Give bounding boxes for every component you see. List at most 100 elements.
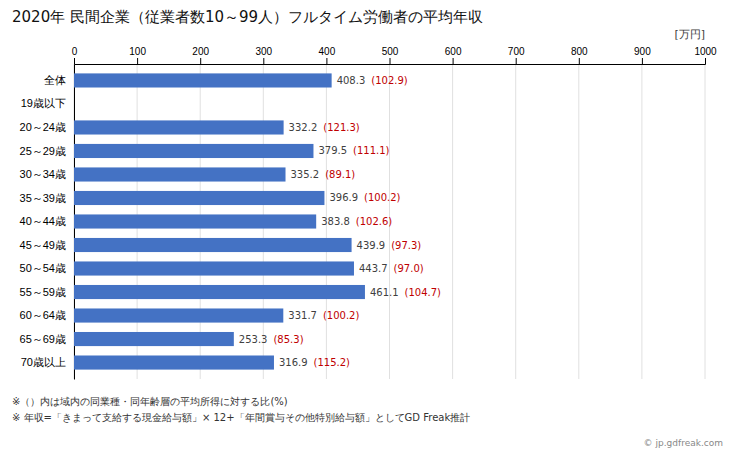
y-tick: 全体: [44, 74, 74, 86]
x-tick-label: 700: [508, 46, 525, 57]
x-tick-mark: [200, 58, 201, 64]
ratio-label: (97.3): [391, 240, 421, 251]
x-tick-mark: [642, 58, 643, 64]
x-tick: 1000: [694, 46, 717, 64]
y-tick: 20～24歳: [20, 121, 74, 133]
ratio-label: (97.0): [394, 263, 424, 274]
ratio-label: (115.2): [314, 357, 351, 368]
value-label: 383.8: [321, 216, 350, 227]
x-tick-label: 200: [192, 46, 209, 57]
x-axis: 0 100 200 300 400 500 600 700 800 900 1000: [72, 46, 717, 65]
value-label: 439.9: [357, 240, 386, 251]
y-tick-label: 45～49歳: [20, 239, 66, 251]
data-labels: 408.3 (102.9) 332.2 (121.3) 379.5 (111.1) 335.…: [239, 75, 441, 368]
bar: [74, 167, 286, 181]
bar: [74, 120, 284, 134]
value-label: 379.5: [318, 145, 347, 156]
y-tick: 25～29歳: [20, 144, 74, 156]
x-tick-label: 900: [634, 46, 651, 57]
grid: [74, 64, 705, 379]
ratio-label: (102.9): [371, 75, 408, 86]
y-tick-label: 55～59歳: [20, 286, 66, 298]
y-tick: 45～49歳: [20, 239, 74, 251]
x-tick-label: 0: [72, 46, 78, 57]
ratio-label: (100.2): [364, 192, 401, 203]
note: ※（）内は域内の同業種・同年齢層の平均所得に対する比(%): [12, 396, 288, 407]
grid-line: [705, 64, 706, 379]
bars: [74, 73, 365, 369]
x-tick: 100: [129, 46, 146, 64]
grid-line: [452, 64, 453, 379]
y-tick-label: 40～44歳: [20, 215, 66, 227]
x-tick: 700: [508, 46, 525, 64]
bar: [74, 191, 324, 205]
x-tick: 800: [571, 46, 588, 64]
bar: [74, 332, 234, 346]
x-tick: 200: [192, 46, 209, 64]
y-tick-label: 35～39歳: [20, 192, 66, 204]
y-tick-label: 20～24歳: [20, 121, 66, 133]
ratio-label: (85.3): [273, 334, 303, 345]
y-tick: 70歳以上: [21, 356, 74, 368]
value-label: 461.1: [370, 287, 399, 298]
ratio-label: (100.2): [323, 310, 360, 321]
chart: 0 100 200 300 400 500 600 700 800 900 1000 全体 19歳以下 2…: [0, 0, 729, 451]
x-tick-label: 1000: [694, 46, 717, 57]
x-tick-mark: [326, 58, 327, 64]
y-tick-label: 全体: [44, 74, 66, 86]
note: ※ 年収=「きまって支給する現金給与額」× 12+「年間賞与その他特別給与額」と…: [12, 412, 470, 423]
bar: [74, 261, 354, 275]
x-tick: 0: [72, 46, 78, 64]
ratio-label: (102.6): [356, 216, 393, 227]
value-label: 396.9: [329, 192, 358, 203]
y-tick: 65～69歳: [20, 333, 74, 345]
value-label: 408.3: [337, 75, 366, 86]
y-tick-label: 70歳以上: [21, 356, 66, 368]
bar: [74, 285, 365, 299]
x-tick-label: 600: [445, 46, 462, 57]
value-label: 253.3: [239, 334, 268, 345]
ratio-label: (111.1): [353, 145, 390, 156]
ratio-label: (104.7): [405, 287, 442, 298]
x-tick-mark: [137, 58, 138, 64]
x-tick-mark: [705, 58, 706, 64]
y-tick: 30～34歳: [20, 168, 74, 180]
ratio-label: (89.1): [325, 169, 355, 180]
x-axis-title: [万円]: [674, 28, 705, 41]
y-tick-label: 19歳以下: [21, 97, 66, 109]
value-label: 443.7: [359, 263, 388, 274]
value-label: 316.9: [279, 357, 308, 368]
bar: [74, 238, 352, 252]
x-tick: 900: [634, 46, 651, 64]
x-tick-label: 100: [129, 46, 146, 57]
grid-line: [641, 64, 642, 379]
value-label: 335.2: [291, 169, 320, 180]
value-label: 332.2: [289, 122, 318, 133]
bar: [74, 73, 332, 87]
bar: [74, 97, 75, 111]
bar: [74, 214, 316, 228]
x-tick-mark: [390, 58, 391, 64]
x-tick: 300: [255, 46, 272, 64]
y-tick-label: 60～64歳: [20, 309, 66, 321]
bar: [74, 308, 283, 322]
y-tick: 50～54歳: [20, 262, 74, 274]
y-tick-label: 50～54歳: [20, 262, 66, 274]
x-tick-mark: [453, 58, 454, 64]
x-tick-mark: [263, 58, 264, 64]
bar: [74, 144, 313, 158]
x-tick-label: 500: [382, 46, 399, 57]
x-tick: 600: [445, 46, 462, 64]
y-tick: 35～39歳: [20, 192, 74, 204]
x-tick-mark: [516, 58, 517, 64]
x-tick-label: 800: [571, 46, 588, 57]
x-axis-line: [75, 58, 706, 65]
y-tick: 55～59歳: [20, 286, 74, 298]
x-tick-label: 400: [319, 46, 336, 57]
ratio-label: (121.3): [323, 122, 360, 133]
y-axis: 全体 19歳以下 20～24歳 25～29歳 30～34歳 35～39歳 40～44歳 45～…: [20, 65, 75, 380]
y-tick: 60～64歳: [20, 309, 74, 321]
x-tick: 400: [319, 46, 336, 64]
x-tick-mark: [579, 58, 580, 64]
y-tick-label: 30～34歳: [20, 168, 66, 180]
